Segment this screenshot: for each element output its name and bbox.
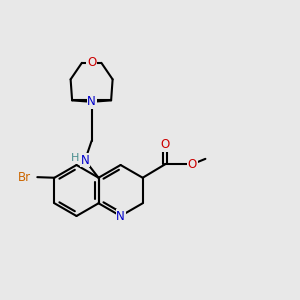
Text: O: O — [87, 56, 96, 69]
Text: O: O — [188, 158, 197, 171]
Text: Br: Br — [18, 171, 31, 184]
Text: N: N — [81, 154, 89, 167]
Text: H: H — [71, 153, 80, 163]
Text: N: N — [87, 95, 96, 108]
Text: O: O — [160, 138, 170, 151]
Text: N: N — [116, 209, 125, 223]
